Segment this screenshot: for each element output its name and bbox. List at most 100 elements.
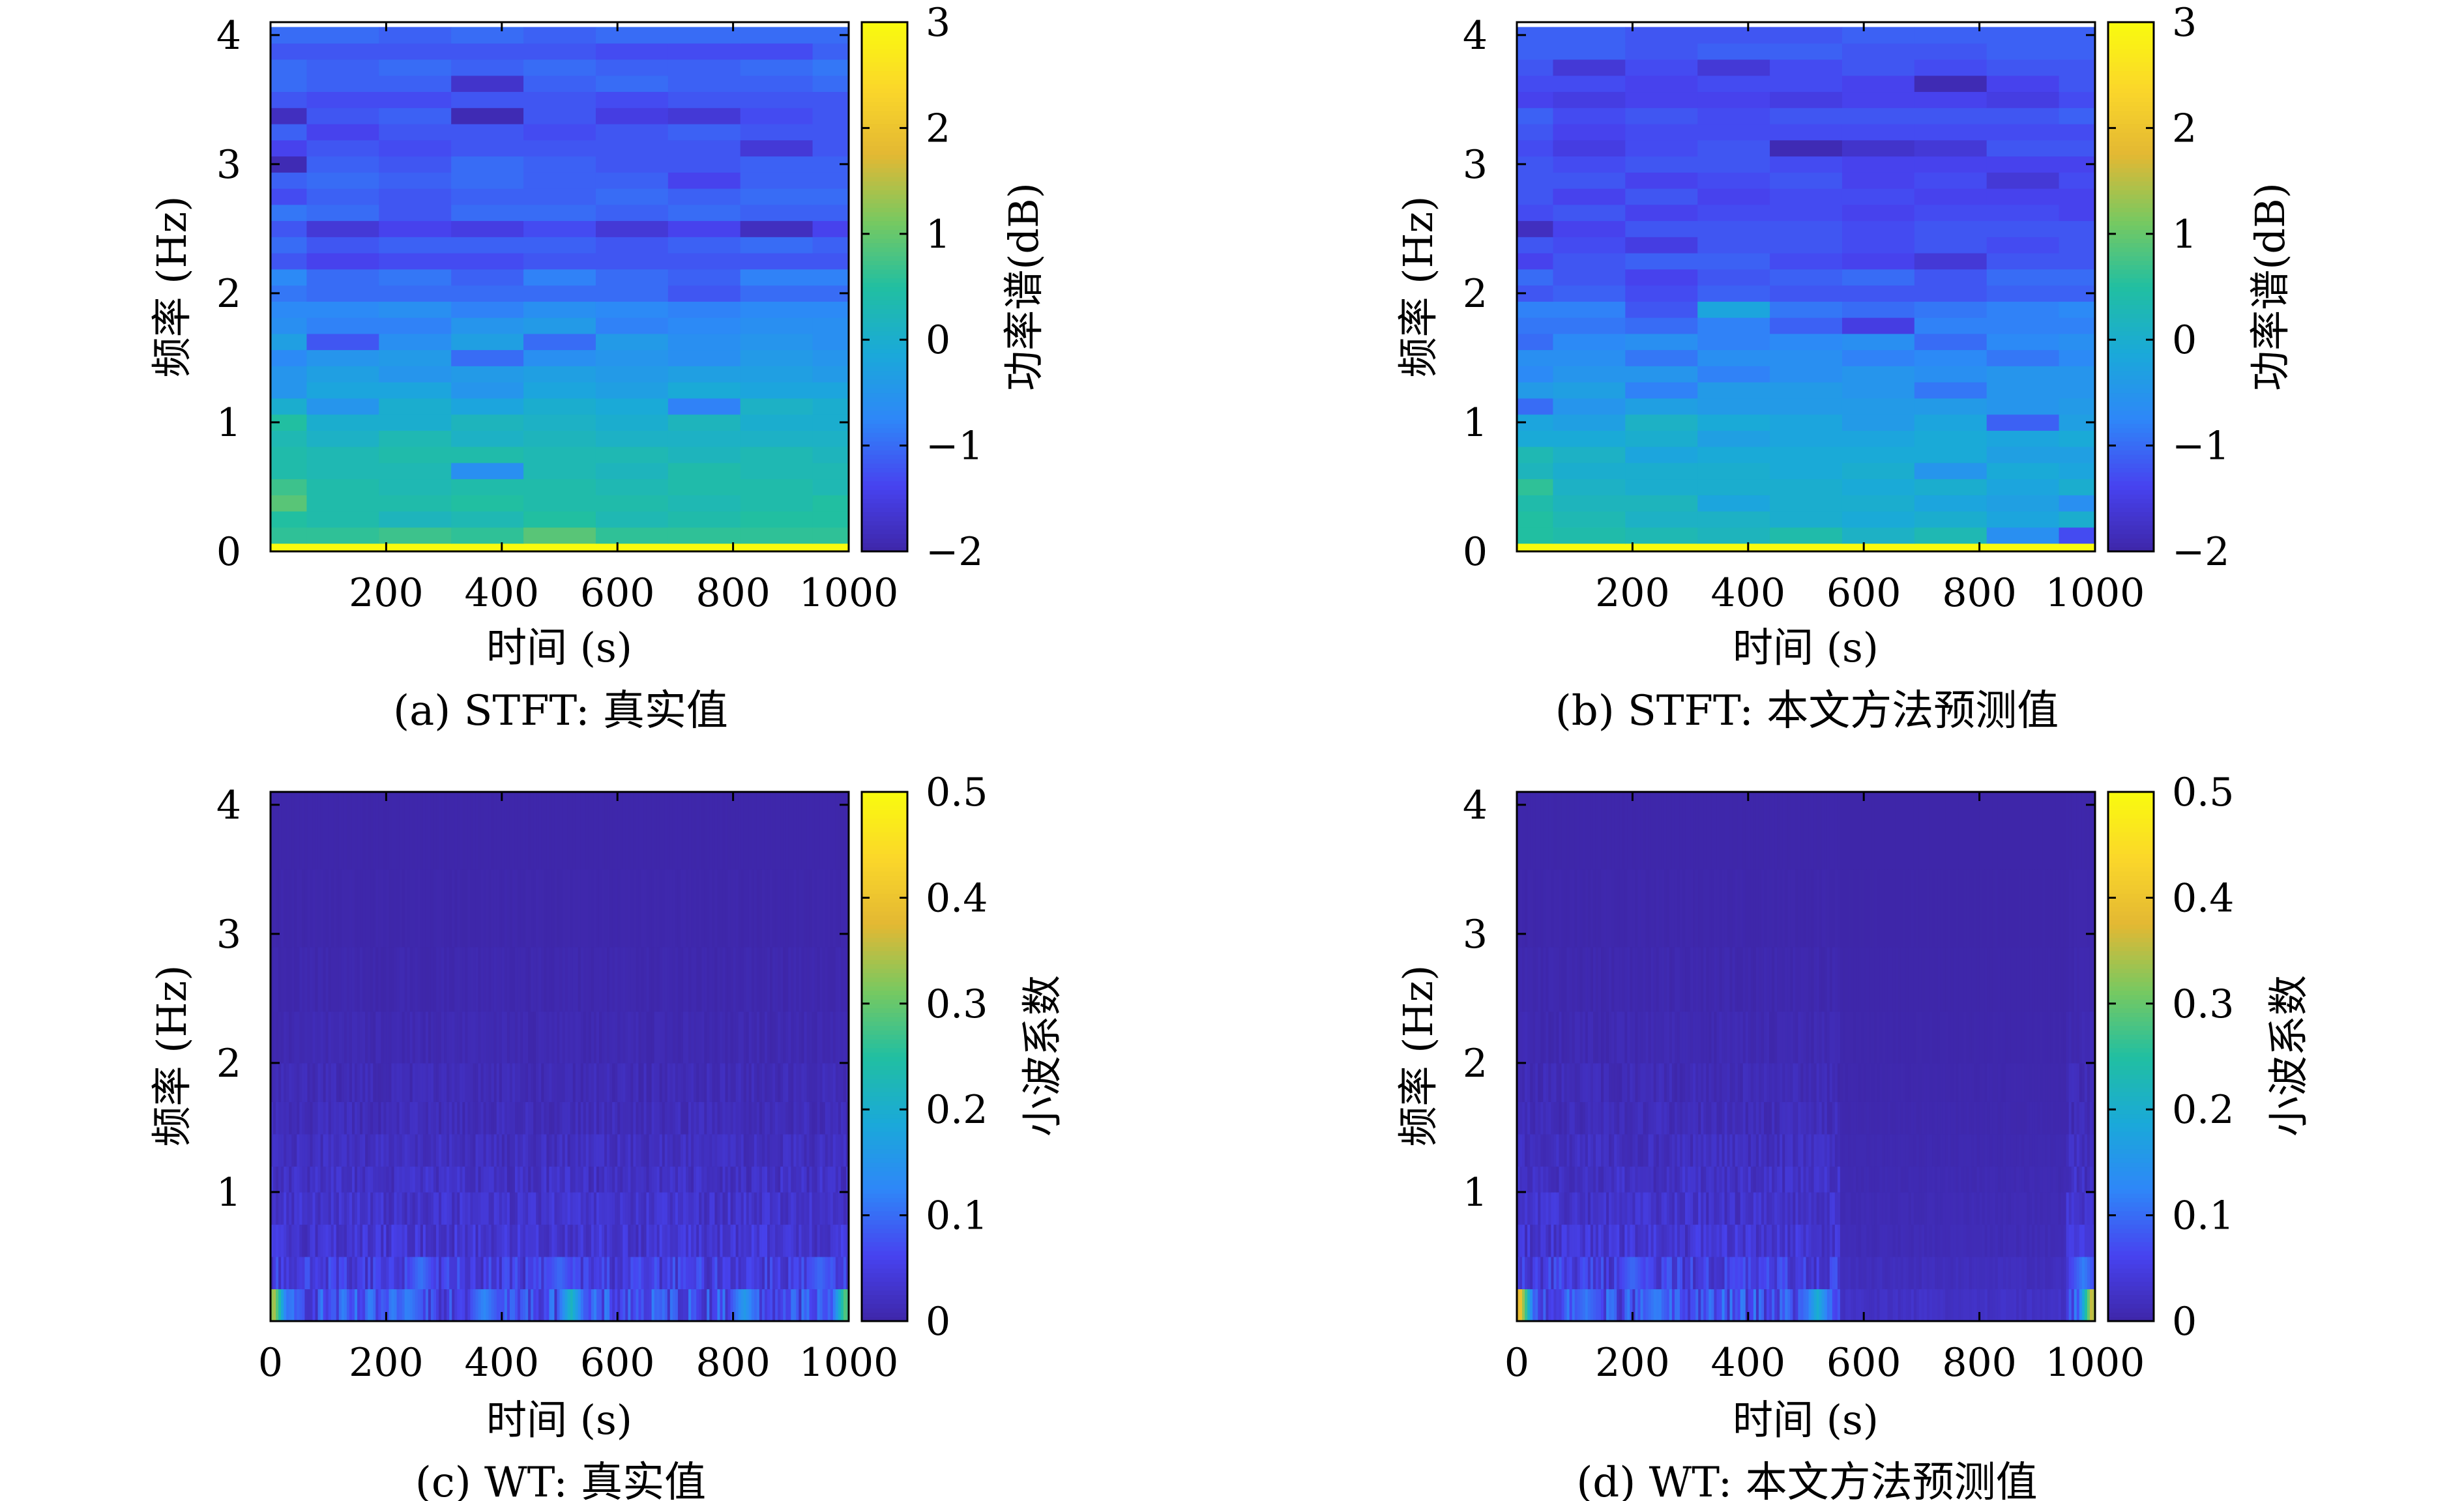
heat-cell xyxy=(1790,1289,1793,1322)
heat-cell xyxy=(546,1133,550,1167)
heat-cell xyxy=(667,398,741,415)
heat-cell xyxy=(2042,1289,2046,1322)
heat-cell xyxy=(1669,1224,1673,1257)
heat-cell xyxy=(299,1133,302,1167)
heat-cell xyxy=(667,946,671,1012)
heat-cell xyxy=(368,1191,371,1225)
heat-cell xyxy=(1750,1289,1754,1322)
heat-cell xyxy=(633,946,637,1012)
heat-cell xyxy=(1816,1191,1820,1225)
heat-cell xyxy=(286,792,289,870)
heat-cell xyxy=(289,1101,292,1135)
heat-cell xyxy=(1761,1166,1765,1193)
heat-cell xyxy=(336,1224,340,1257)
heat-cell xyxy=(796,1191,799,1225)
heat-cell xyxy=(628,1256,631,1290)
heat-cell xyxy=(379,172,452,189)
heat-cell xyxy=(838,1191,842,1225)
heat-cell xyxy=(712,1166,715,1193)
heat-cell xyxy=(523,253,596,270)
heat-cell xyxy=(531,1289,534,1322)
heat-cell xyxy=(612,1166,615,1193)
heat-cell xyxy=(1798,1133,1802,1167)
heat-cell xyxy=(704,1256,707,1290)
heat-cell xyxy=(780,1256,784,1290)
heat-cell xyxy=(1787,1256,1791,1290)
heat-cell xyxy=(814,1062,818,1102)
heat-cell xyxy=(551,1011,555,1064)
heat-cell xyxy=(478,1256,482,1290)
heat-cell xyxy=(517,1224,521,1257)
colorbar-step xyxy=(862,1065,907,1070)
heat-cell xyxy=(1987,1224,1991,1257)
colorbar-tick-label: 0.2 xyxy=(926,1087,988,1133)
heat-cell xyxy=(306,317,379,334)
heat-cell xyxy=(460,1289,463,1322)
heat-cell xyxy=(444,1224,447,1257)
heat-cell xyxy=(1945,1256,1948,1290)
heat-cell xyxy=(1811,1256,1815,1290)
heat-cell xyxy=(284,869,287,948)
heat-cell xyxy=(394,946,398,1012)
heat-cell xyxy=(1770,366,1843,383)
heat-cell xyxy=(276,1191,279,1225)
heat-cell xyxy=(306,543,379,552)
heat-cell xyxy=(812,1289,815,1322)
heat-cell xyxy=(672,1101,676,1135)
heat-cell xyxy=(338,1224,342,1257)
heat-cell xyxy=(306,478,379,495)
heat-cell xyxy=(1864,1191,1867,1225)
heat-cell xyxy=(2034,1256,2038,1290)
heat-cell xyxy=(480,1224,484,1257)
heat-cell xyxy=(504,869,508,948)
heat-cell xyxy=(394,1062,398,1102)
heat-cell xyxy=(832,1011,836,1064)
heat-cell xyxy=(2053,1191,2057,1225)
heat-cell xyxy=(452,1191,455,1225)
heat-cell xyxy=(1619,1224,1622,1257)
heat-cell xyxy=(817,1289,821,1322)
heat-cell xyxy=(312,1289,316,1322)
heat-cell xyxy=(417,1191,421,1225)
heat-cell xyxy=(399,1256,403,1290)
heat-cell xyxy=(304,1166,308,1193)
heat-cell xyxy=(1538,1256,1541,1290)
heat-cell xyxy=(291,1062,295,1102)
heat-cell xyxy=(1719,1289,1723,1322)
heat-cell xyxy=(740,543,814,552)
heat-cell xyxy=(643,1062,647,1102)
heat-cell xyxy=(1770,478,1843,495)
heat-cell xyxy=(625,1133,628,1167)
heat-cell xyxy=(617,1101,621,1135)
heat-cell xyxy=(1648,1166,1652,1193)
heat-cell xyxy=(273,869,276,948)
colorbar-step xyxy=(862,370,907,376)
x-tick-label: 400 xyxy=(465,570,540,616)
heat-cell xyxy=(368,869,371,948)
heat-cell xyxy=(1903,1166,1907,1193)
heat-cell xyxy=(1916,1256,1920,1290)
heat-cell xyxy=(1986,285,2060,302)
heat-cell xyxy=(1556,1191,1560,1225)
heat-cell xyxy=(799,1062,802,1102)
heat-cell xyxy=(756,1133,760,1167)
heat-cell xyxy=(299,1101,302,1135)
heat-cell xyxy=(575,1133,579,1167)
heat-cell xyxy=(1643,1191,1647,1225)
heat-cell xyxy=(341,1166,345,1193)
heat-cell xyxy=(276,1256,279,1290)
heat-cell xyxy=(336,1062,340,1102)
heat-cell xyxy=(428,1289,432,1322)
caption-a: (a) STFT: 真实值 xyxy=(393,687,728,735)
heat-cell xyxy=(1811,1289,1815,1322)
heat-cell xyxy=(1693,1289,1696,1322)
heat-cell xyxy=(1974,1191,1978,1225)
heat-cell xyxy=(381,1191,384,1225)
heat-cell xyxy=(271,398,308,415)
heat-cell xyxy=(2005,1224,2009,1257)
heat-cell xyxy=(691,1101,694,1135)
colorbar-step xyxy=(2108,163,2154,168)
heat-cell xyxy=(315,792,319,870)
heat-cell xyxy=(1640,1166,1644,1193)
heat-cell xyxy=(284,792,287,870)
